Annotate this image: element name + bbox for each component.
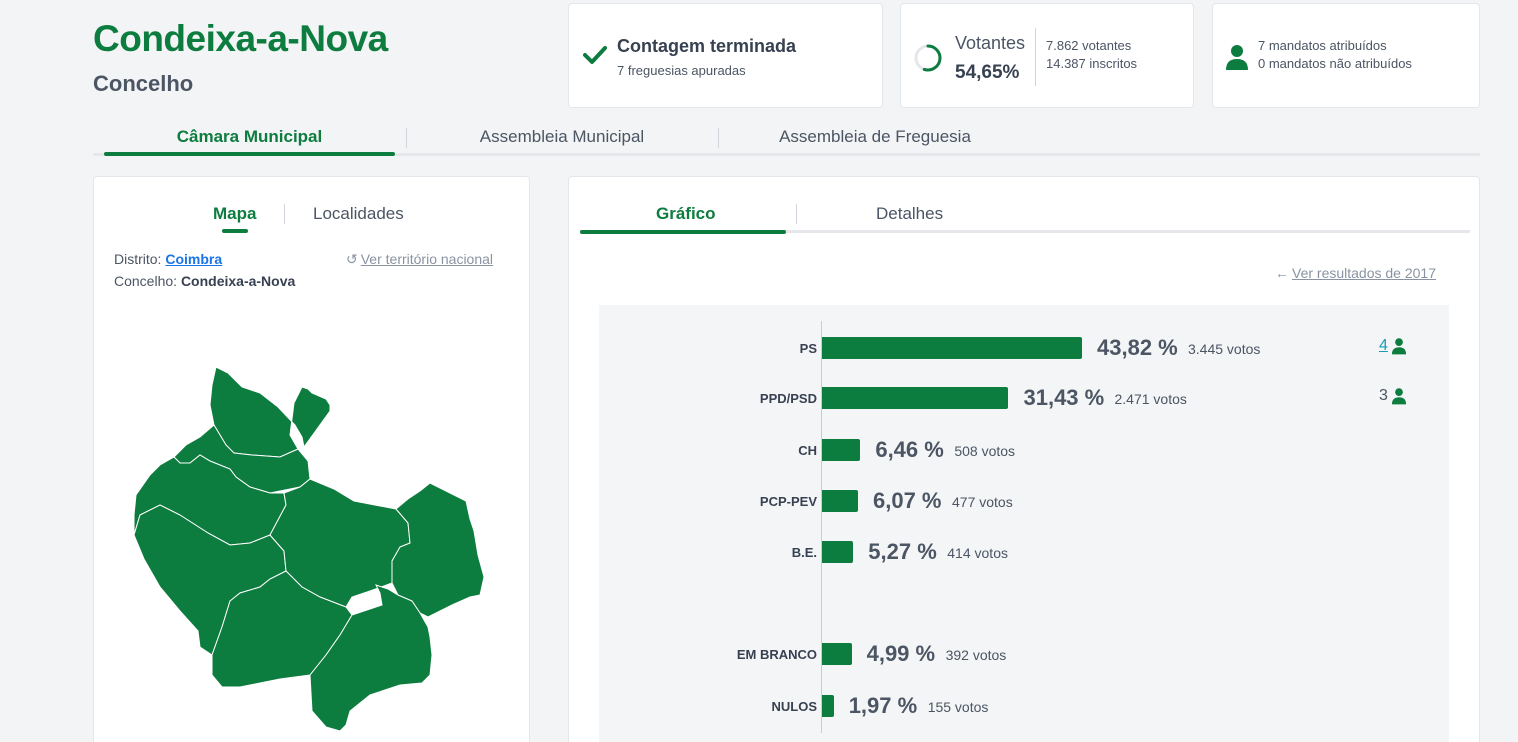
bar-category-label: NULOS <box>771 699 818 714</box>
undo-icon: ↺ <box>346 251 358 267</box>
national-territory-link-label: Ver território nacional <box>360 251 494 267</box>
turnout-percent: 54,65% <box>955 62 1020 83</box>
tab-camara-municipal[interactable]: Câmara Municipal <box>176 127 323 146</box>
previous-results-link[interactable]: ← Ver resultados de 2017 <box>1275 265 1436 281</box>
tab-divider <box>284 204 285 224</box>
district-link[interactable]: Coimbra <box>165 251 223 267</box>
active-subtab-indicator <box>222 229 248 233</box>
bar-category-label: PS <box>799 341 817 356</box>
bar-category-label: EM BRANCO <box>736 647 817 662</box>
results-bar-chart: PS 43,82 % 3.445 votos 4 PPD/PSD 31,43 % 2.471… <box>599 305 1449 742</box>
check-icon <box>583 46 607 64</box>
map-parish[interactable] <box>309 584 433 732</box>
bar-percent-label: 4,99 % <box>866 641 936 666</box>
voters-count: 7.862 votantes <box>1046 38 1132 53</box>
active-tab-indicator <box>104 152 395 156</box>
person-icon <box>1391 388 1406 405</box>
bar-category-label: PCP-PEV <box>759 494 817 509</box>
seats-count[interactable]: 4 <box>1379 337 1407 355</box>
bar <box>822 541 854 563</box>
tab-grafico[interactable]: Gráfico <box>656 204 716 223</box>
district-label: Distrito: <box>114 251 162 267</box>
bar <box>822 643 852 665</box>
bar-category-label: PPD/PSD <box>759 391 817 406</box>
map-parish[interactable] <box>391 482 485 618</box>
municipality-label: Concelho: <box>114 273 178 289</box>
tab-localidades[interactable]: Localidades <box>313 204 404 223</box>
bar-percent-label: 1,97 % <box>848 693 918 718</box>
count-status-subtitle: 7 freguesias apuradas <box>617 63 746 78</box>
bar-percent-label: 43,82 % <box>1097 335 1178 360</box>
progress-ring-icon <box>914 44 942 72</box>
tab-divider <box>718 128 719 148</box>
count-status-card: Contagem terminada 7 freguesias apuradas <box>568 3 883 108</box>
bar-row: EM BRANCO 4,99 % 392 votos <box>599 640 1449 670</box>
tab-detalhes[interactable]: Detalhes <box>876 204 944 223</box>
bar-votes-label: 392 votos <box>945 647 1007 663</box>
map-parish[interactable] <box>209 366 331 458</box>
national-territory-link[interactable]: ↺ Ver território nacional <box>346 251 493 268</box>
chart-axis-line <box>821 321 822 733</box>
bar-percent-label: 5,27 % <box>868 539 937 564</box>
map-panel: Mapa Localidades Distrito: Coimbra Conce… <box>93 176 530 742</box>
seats-count: 3 <box>1379 387 1407 405</box>
bar <box>822 439 861 461</box>
bar-category-label: B.E. <box>791 545 817 560</box>
bar-votes-label: 508 votos <box>954 443 1016 459</box>
tab-assembleia-freguesia[interactable]: Assembleia de Freguesia <box>779 127 971 146</box>
bar-row: NULOS 1,97 % 155 votos <box>599 692 1449 722</box>
seats-card: 7 mandatos atribuídos 0 mandatos não atr… <box>1212 3 1480 108</box>
seats-unassigned: 0 mandatos não atribuídos <box>1258 56 1412 71</box>
seats-number: 3 <box>1379 387 1388 404</box>
bar-row: PCP-PEV 6,07 % 477 votos <box>599 487 1449 517</box>
previous-results-link-label: Ver resultados de 2017 <box>1292 265 1436 281</box>
bar-row: PS 43,82 % 3.445 votos 4 <box>599 334 1449 364</box>
tab-divider <box>796 204 797 224</box>
bar <box>822 337 1082 359</box>
tab-assembleia-municipal[interactable]: Assembleia Municipal <box>479 127 645 146</box>
tab-mapa[interactable]: Mapa <box>213 204 257 223</box>
bar-row: PPD/PSD 31,43 % 2.471 votos 3 <box>599 384 1449 414</box>
bar-votes-label: 477 votos <box>952 494 1013 510</box>
person-icon <box>1391 338 1406 355</box>
bar-votes-label: 3.445 votos <box>1188 341 1261 357</box>
bar-category-label: CH <box>798 443 817 458</box>
results-panel: Gráfico Detalhes ← Ver resultados de 2017… <box>568 176 1480 742</box>
turnout-label: Votantes <box>955 33 1026 53</box>
municipality-info: Concelho: Condeixa-a-Nova <box>114 273 295 289</box>
bar-votes-label: 414 votos <box>947 545 1008 561</box>
bar <box>822 387 1009 409</box>
bar <box>822 695 834 717</box>
divider <box>1035 28 1036 86</box>
bar-votes-label: 155 votos <box>927 699 989 715</box>
page-title: Condeixa-a-Nova <box>93 18 388 59</box>
seats-number: 4 <box>1379 337 1388 354</box>
bar-row: CH 6,46 % 508 votos <box>599 436 1449 466</box>
bar-percent-label: 31,43 % <box>1023 385 1105 410</box>
registered-count: 14.387 inscritos <box>1046 56 1138 71</box>
bar-row: B.E. 5,27 % 414 votos <box>599 538 1449 568</box>
person-icon <box>1226 45 1248 70</box>
count-status-title: Contagem terminada <box>617 36 797 56</box>
municipality-value: Condeixa-a-Nova <box>180 273 296 289</box>
page-subtitle: Concelho <box>93 71 194 96</box>
election-body-tabs: Câmara Municipal Assembleia Municipal As… <box>93 118 1480 156</box>
municipality-map[interactable] <box>130 365 494 735</box>
turnout-card: Votantes 54,65% 7.862 votantes 14.387 in… <box>900 3 1194 108</box>
bar <box>822 490 858 512</box>
subtab-baseline <box>580 230 1470 233</box>
seats-assigned: 7 mandatos atribuídos <box>1258 38 1387 53</box>
active-subtab-indicator <box>580 230 786 234</box>
tab-divider <box>406 128 407 148</box>
bar-percent-label: 6,07 % <box>873 488 942 513</box>
bar-votes-label: 2.471 votos <box>1114 391 1187 407</box>
arrow-left-icon: ← <box>1275 265 1289 281</box>
bar-percent-label: 6,46 % <box>875 437 944 462</box>
district-info: Distrito: Coimbra <box>114 251 222 267</box>
